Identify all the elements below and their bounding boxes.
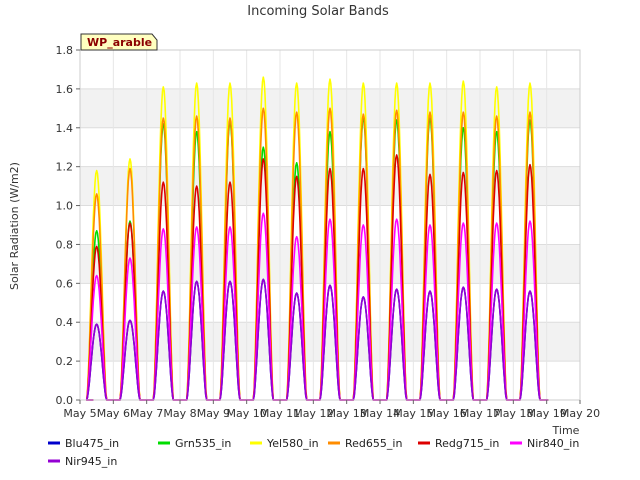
grid-band: [80, 166, 580, 206]
y-tick-label: 0.6: [56, 277, 74, 290]
legend: Blu475_in Grn535_in Yel580_in Red655_in Redg…: [48, 437, 579, 468]
y-tick-label: 1.4: [56, 122, 74, 135]
y-tick-label: 1.0: [56, 200, 74, 213]
y-tick-label: 1.8: [56, 44, 74, 57]
legend-label: Redg715_in: [435, 437, 499, 450]
badge-label: WP_arable: [87, 36, 152, 49]
x-tick-label: May 10: [227, 407, 267, 420]
y-tick-label: 0.0: [56, 394, 74, 407]
x-tick-label: May 8: [163, 407, 196, 420]
badge-box: [80, 33, 158, 51]
axes: [79, 49, 581, 401]
x-tick-label: May 20: [560, 407, 600, 420]
x-tick-label: May 18: [493, 407, 533, 420]
x-tick-label: May 16: [427, 407, 467, 420]
grid-band: [80, 322, 580, 362]
y-axis-ticks: 0.0 0.2 0.4 0.6 0.8 1.0 1.2 1.4 1.6 1.8: [56, 44, 80, 407]
x-tick-label: May 13: [327, 407, 367, 420]
y-tick-label: 0.4: [56, 316, 74, 329]
chart-title: Incoming Solar Bands: [247, 4, 389, 19]
x-tick-label: May 6: [97, 407, 130, 420]
x-tick-label: May 15: [393, 407, 433, 420]
legend-label: Yel580_in: [266, 437, 319, 450]
plot-frame: [79, 49, 581, 401]
x-tick-label: May 14: [360, 407, 400, 420]
y-tick-label: 0.8: [56, 238, 74, 251]
y-axis-label: Solar Radiation (W/m2): [8, 162, 21, 290]
legend-label: Blu475_in: [65, 437, 119, 450]
x-tick-label: May 17: [460, 407, 500, 420]
x-tick-label: May 5: [63, 407, 96, 420]
x-axis-label: Time: [552, 424, 580, 437]
legend-label: Nir840_in: [527, 437, 579, 450]
station-badge: WP_arable: [80, 33, 158, 51]
grid-band: [80, 244, 580, 284]
x-tick-label: May 19: [527, 407, 567, 420]
x-tick-label: May 12: [293, 407, 333, 420]
y-tick-label: 0.2: [56, 355, 74, 368]
legend-label: Nir945_in: [65, 455, 117, 468]
x-tick-label: May 11: [260, 407, 300, 420]
x-tick-label: May 9: [197, 407, 230, 420]
x-tick-label: May 7: [130, 407, 163, 420]
y-tick-label: 1.2: [56, 161, 74, 174]
y-tick-label: 1.6: [56, 83, 74, 96]
legend-label: Grn535_in: [175, 437, 231, 450]
legend-label: Red655_in: [345, 437, 402, 450]
